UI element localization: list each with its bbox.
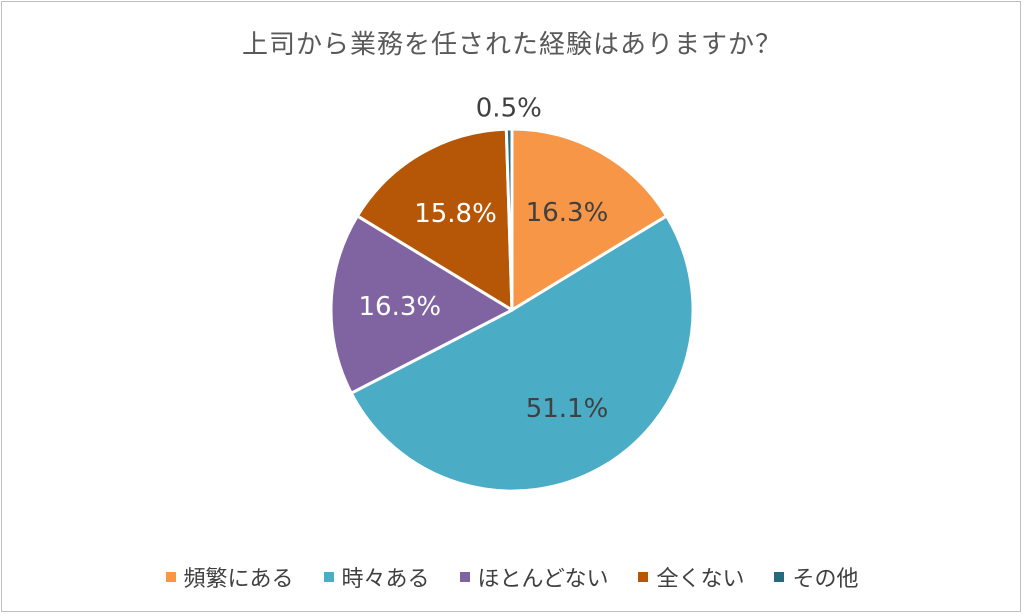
data-label-1: 16.3% — [526, 198, 609, 228]
legend-swatch — [323, 572, 334, 582]
legend-item-2: 時々ある — [323, 561, 430, 593]
pie-slice-3 — [329, 214, 514, 395]
pie-slice-4 — [355, 127, 514, 312]
legend-item-1: 頻繁にある — [165, 561, 294, 593]
pie-slice-2 — [349, 214, 695, 493]
data-label-2: 51.1% — [526, 394, 609, 424]
pie-slice-5 — [504, 127, 514, 312]
legend-item-4: 全くない — [638, 561, 744, 593]
data-label-3: 16.3% — [358, 292, 441, 322]
legend-label: その他 — [792, 567, 859, 592]
legend-swatch — [774, 572, 785, 582]
legend-swatch — [165, 572, 176, 582]
legend-swatch — [638, 572, 649, 582]
chart-legend: 頻繁にある 時々ある ほとんどない 全くない その他 — [0, 561, 1024, 593]
chart-title: 上司から業務を任された経験はありますか？ — [241, 30, 782, 60]
data-label-4: 15.8% — [414, 199, 497, 229]
legend-swatch — [459, 572, 470, 582]
data-label-5: 0.5% — [476, 93, 542, 123]
legend-label: ほとんどない — [477, 567, 609, 592]
pie-slice-1 — [510, 127, 669, 312]
legend-label: 時々ある — [341, 567, 430, 592]
legend-label: 頻繁にある — [183, 567, 294, 592]
legend-item-3: ほとんどない — [459, 561, 609, 593]
legend-label: 全くない — [656, 567, 745, 592]
legend-item-5: その他 — [774, 561, 858, 593]
